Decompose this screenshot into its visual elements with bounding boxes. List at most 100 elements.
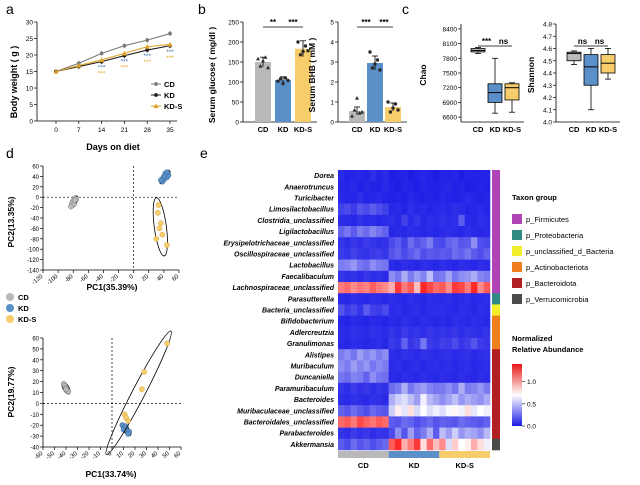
heatmap-cell	[483, 203, 491, 216]
group-label-kd: KD	[409, 461, 420, 470]
panel-a-annotation-kd-2: ***	[143, 53, 151, 60]
panel-d1-x-tick-label-3: -60	[79, 274, 90, 285]
panel-label-b: b	[198, 1, 206, 17]
heatmap-cell	[344, 226, 351, 238]
panel-d1-xlabel: PC1(35.39%)	[86, 282, 137, 292]
heatmap-cell	[452, 181, 459, 193]
panel-d1-point-kd	[158, 177, 164, 183]
heatmap-cell	[338, 405, 345, 417]
heatmap-cell	[477, 315, 484, 328]
heatmap-cell	[452, 203, 459, 216]
heatmap-cell	[471, 360, 478, 372]
heatmap-cell	[395, 438, 402, 451]
panel-c2-y-tick-label-7: 4.7	[543, 34, 552, 41]
heatmap-cell	[407, 326, 415, 339]
heatmap-cell	[388, 248, 396, 260]
heatmap-row-label: Dorea	[314, 173, 334, 180]
heatmap-cell	[407, 259, 415, 272]
taxon-legend-swatch-2	[512, 246, 522, 256]
heatmap-cell	[471, 394, 478, 406]
taxon-legend-label-2: p_unclassified_d_Bacteria	[526, 247, 614, 256]
heatmap-cell	[426, 427, 434, 440]
heatmap-cell	[376, 270, 383, 283]
heatmap-cell	[376, 226, 383, 238]
heatmap-cell	[388, 382, 396, 395]
heatmap-cell	[420, 181, 427, 193]
heatmap-cell	[483, 304, 491, 316]
heatmap-row-label: Lachnospiraceae_unclassified	[232, 285, 334, 292]
heatmap-cell	[464, 394, 472, 406]
panel-b1-point	[278, 77, 283, 81]
heatmap-cell	[433, 427, 440, 440]
heatmap-cell	[382, 259, 389, 272]
panel-d2-point-kd	[125, 431, 131, 437]
heatmap-cell	[357, 170, 364, 182]
heatmap-cell	[363, 226, 370, 238]
taxon-legend-label-0: p_Firmicutes	[526, 215, 569, 224]
heatmap-cell	[464, 237, 472, 249]
heatmap-cell	[376, 382, 383, 395]
heatmap-cell	[363, 427, 370, 440]
panel-c1-y-tick-label-1: 6900	[443, 100, 458, 107]
heatmap-cell	[458, 248, 465, 260]
heatmap-cell	[458, 349, 465, 361]
heatmap-cell	[439, 371, 446, 384]
heatmap-cell	[445, 203, 453, 216]
heatmap-cell	[357, 270, 364, 283]
heatmap-cell	[464, 315, 472, 328]
heatmap-cell	[350, 226, 358, 238]
heatmap-cell	[388, 315, 396, 328]
heatmap-cell	[357, 416, 364, 428]
panel-a-y-tick-label-6: 30	[26, 20, 34, 27]
heatmap-cell	[407, 338, 415, 350]
heatmap-cell	[420, 203, 427, 216]
heatmap-row-label: Adlercreutzia	[289, 330, 334, 337]
taxon-group-strip	[492, 237, 500, 249]
heatmap-cell	[357, 405, 364, 417]
heatmap-cell	[477, 371, 484, 384]
heatmap-cell	[414, 304, 421, 316]
heatmap-cell	[483, 248, 491, 260]
panel-d1-x-tick-label-5: -20	[109, 274, 120, 285]
panel-b1-point	[266, 65, 270, 70]
heatmap-cell	[445, 192, 453, 204]
heatmap-row-label: Parasutterella	[288, 296, 334, 303]
heatmap-cell	[369, 248, 377, 260]
heatmap-cell	[388, 226, 396, 238]
heatmap-cell	[426, 326, 434, 339]
panel-c1-x-label-2: KD-S	[503, 125, 521, 134]
panel-d1-point-cd	[71, 197, 78, 204]
heatmap-cell	[350, 192, 358, 204]
heatmap-cell	[483, 192, 491, 204]
heatmap-cell	[382, 349, 389, 361]
heatmap-cell	[458, 293, 465, 305]
panel-a-x-tick-label-4: 28	[144, 127, 152, 134]
panel-a-annotation-kd-3: ***	[166, 49, 174, 56]
heatmap-cell	[458, 237, 465, 249]
heatmap-cell	[376, 438, 383, 451]
heatmap-cell	[414, 438, 421, 451]
panel-c2-sig-label-0: ns	[578, 37, 588, 46]
heatmap-cell	[471, 427, 478, 440]
heatmap-cell	[388, 349, 396, 361]
panel-d1-point-kd-s	[158, 220, 164, 226]
heatmap-cell	[445, 248, 453, 260]
heatmap-cell	[401, 394, 408, 406]
legend-kds-marker	[6, 315, 14, 323]
heatmap-cell	[420, 237, 427, 249]
heatmap-cell	[426, 382, 434, 395]
heatmap-cell	[458, 416, 465, 428]
heatmap-cell	[382, 394, 389, 406]
heatmap-cell	[445, 360, 453, 372]
heatmap-cell	[401, 248, 408, 260]
panel-a-line-kd-s	[55, 43, 171, 73]
heatmap-cell	[445, 214, 453, 227]
panel-d1-x-tick-label-4: -40	[94, 274, 105, 285]
heatmap-cell	[350, 181, 358, 193]
panel-b2-point	[357, 111, 362, 115]
heatmap-cell	[369, 394, 377, 406]
heatmap-cell	[433, 338, 440, 350]
heatmap-cell	[395, 315, 402, 328]
colorbar-tick-label-1: 0.5	[527, 401, 536, 408]
panel-d2-y-tick-label-6: 20	[32, 380, 39, 386]
